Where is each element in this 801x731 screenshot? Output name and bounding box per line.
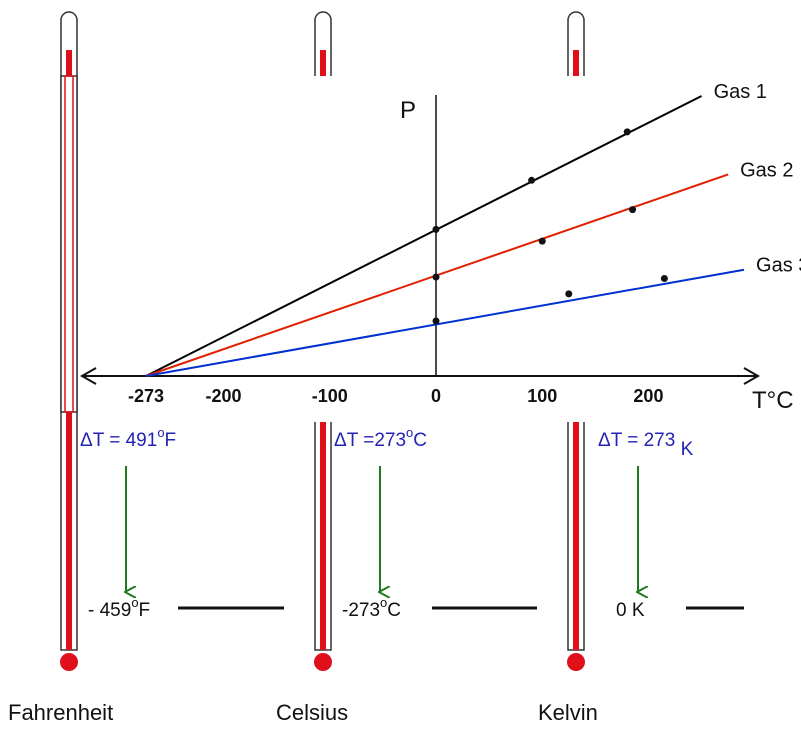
x-axis-label: T°C (752, 387, 794, 414)
x-axis-right-arrow (743, 367, 761, 385)
data-point-gas-3 (565, 290, 573, 298)
delta-labels: ΔT = 491oF ΔT =273oC ΔT = 273 K (80, 425, 694, 460)
scale-label-fahrenheit: Fahrenheit (8, 700, 113, 725)
series-line-gas-3 (145, 268, 745, 377)
x-tick-label: -273 (128, 386, 164, 406)
fahrenheit-tube-stub (60, 75, 78, 413)
x-tick-label: -200 (206, 386, 242, 406)
y-axis-label: P (400, 97, 416, 124)
series-label-gas-2: Gas 2 (740, 159, 793, 181)
data-point-gas-3 (660, 275, 668, 283)
series-line-gas-1 (145, 95, 703, 377)
delta-celsius: ΔT =273oC (334, 425, 427, 451)
series-label-gas-3: Gas 3 (756, 255, 801, 277)
scale-label-kelvin: Kelvin (538, 700, 598, 725)
scale-label-celsius: Celsius (276, 700, 348, 725)
x-tick-label: 100 (527, 386, 557, 406)
delta-kelvin: ΔT = 273 K (598, 430, 694, 460)
series-label-gas-1: Gas 1 (714, 81, 767, 103)
data-point-gas-2 (629, 206, 637, 214)
delta-fahrenheit: ΔT = 491oF (80, 425, 176, 451)
x-axis-left-arrow (79, 367, 97, 385)
zero-kelvin: 0 K (616, 600, 645, 621)
x-tick-label: -100 (312, 386, 348, 406)
zero-celsius: -273oC (342, 595, 401, 621)
data-point-gas-2 (538, 237, 546, 245)
data-point-gas-3 (432, 317, 440, 325)
chart-panel (80, 76, 801, 422)
data-point-gas-1 (623, 128, 631, 136)
data-point-gas-1 (528, 176, 536, 184)
x-tick-label: 0 (431, 386, 441, 406)
x-tick-label: 200 (633, 386, 663, 406)
zero-fahrenheit: - 459oF (88, 595, 150, 621)
data-point-gas-2 (432, 273, 440, 281)
data-point-gas-1 (432, 225, 440, 233)
